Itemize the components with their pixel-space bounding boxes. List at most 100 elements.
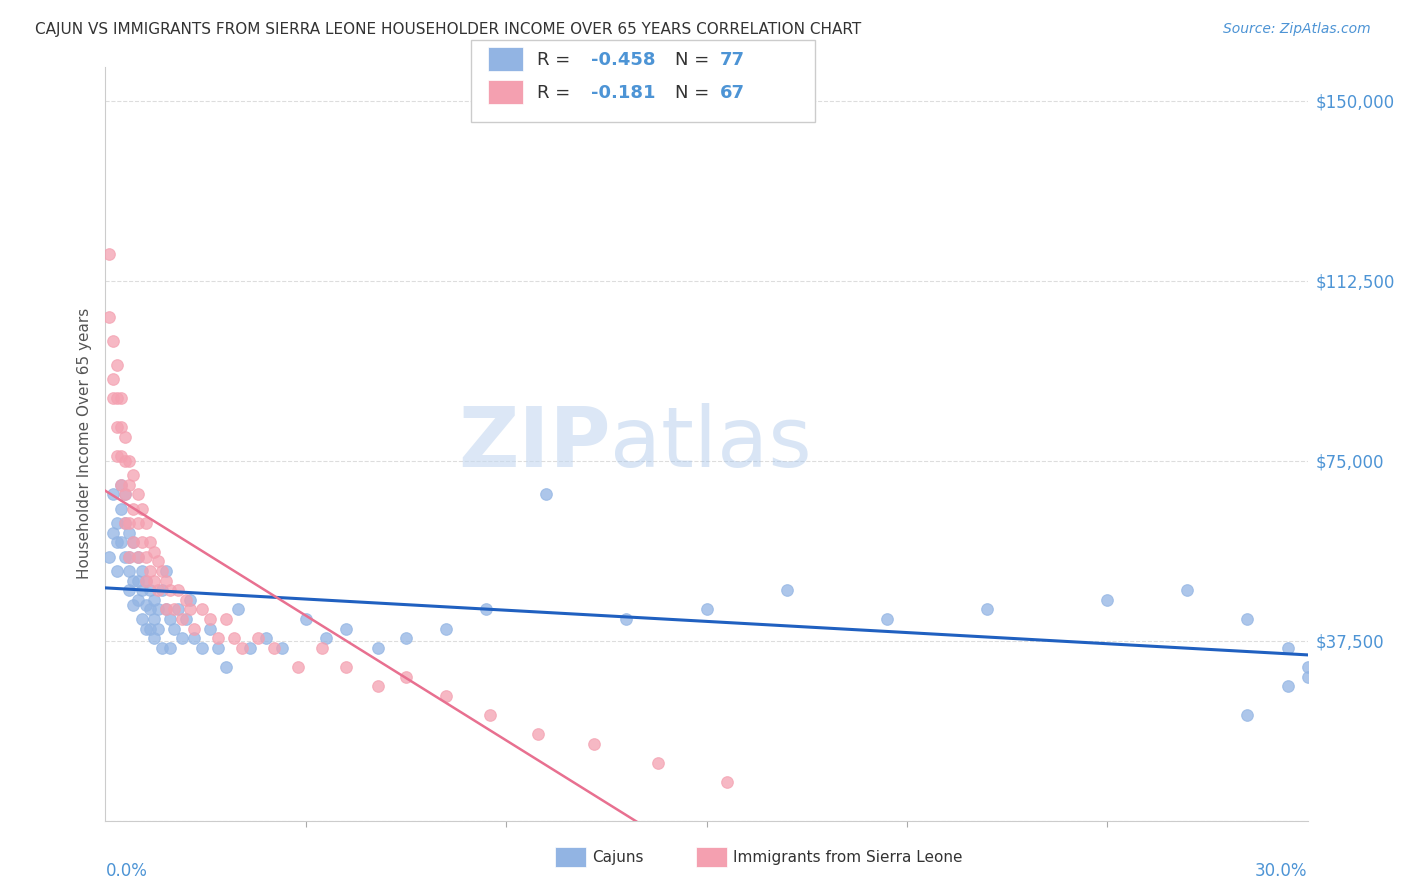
Point	[1277, 640, 1299, 655]
Point	[162, 622, 184, 636]
Point	[135, 622, 157, 636]
Point	[127, 549, 149, 564]
Point	[170, 631, 193, 645]
Text: ZIP: ZIP	[458, 403, 610, 484]
Point	[107, 358, 129, 372]
Point	[395, 670, 418, 684]
Point	[118, 525, 141, 540]
Point	[239, 640, 262, 655]
Point	[103, 334, 125, 348]
Point	[226, 602, 249, 616]
Point	[107, 391, 129, 405]
Point	[183, 622, 205, 636]
Point	[122, 574, 145, 588]
Text: 0.0%: 0.0%	[105, 862, 148, 880]
Point	[142, 574, 165, 588]
Point	[127, 574, 149, 588]
Point	[110, 420, 132, 434]
Point	[135, 549, 157, 564]
Point	[103, 487, 125, 501]
Point	[207, 631, 229, 645]
Point	[976, 602, 998, 616]
Point	[110, 449, 132, 463]
Point	[118, 549, 141, 564]
Point	[114, 453, 136, 467]
Text: -0.181: -0.181	[591, 84, 655, 102]
Point	[263, 640, 285, 655]
Text: N =: N =	[675, 51, 714, 69]
Point	[159, 640, 181, 655]
Point	[534, 487, 557, 501]
Point	[696, 602, 718, 616]
Point	[107, 535, 129, 549]
Point	[527, 727, 550, 741]
Point	[135, 574, 157, 588]
Point	[110, 477, 132, 491]
Point	[98, 310, 121, 324]
Point	[183, 631, 205, 645]
Point	[475, 602, 498, 616]
Point	[127, 549, 149, 564]
Text: 77: 77	[720, 51, 745, 69]
Point	[179, 602, 201, 616]
Point	[1296, 660, 1319, 674]
Point	[434, 689, 457, 703]
Point	[174, 592, 197, 607]
Point	[146, 583, 169, 598]
Point	[110, 391, 132, 405]
Point	[131, 583, 153, 598]
Point	[131, 564, 153, 578]
Point	[198, 612, 221, 626]
Point	[246, 631, 269, 645]
Point	[114, 516, 136, 530]
Point	[367, 679, 389, 693]
Point	[1177, 583, 1199, 598]
Point	[647, 756, 669, 770]
Point	[155, 602, 177, 616]
Point	[118, 564, 141, 578]
Point	[335, 622, 357, 636]
Point	[107, 564, 129, 578]
Point	[214, 612, 236, 626]
Point	[315, 631, 337, 645]
Point	[214, 660, 236, 674]
Point	[1296, 670, 1319, 684]
Point	[110, 535, 132, 549]
Point	[138, 602, 160, 616]
Point	[155, 564, 177, 578]
Point	[287, 660, 309, 674]
Point	[131, 535, 153, 549]
Point	[162, 602, 184, 616]
Point	[138, 622, 160, 636]
Text: N =: N =	[675, 84, 714, 102]
Point	[118, 549, 141, 564]
Point	[114, 487, 136, 501]
Point	[127, 516, 149, 530]
Point	[166, 583, 188, 598]
Point	[110, 501, 132, 516]
Point	[198, 622, 221, 636]
Point	[122, 535, 145, 549]
Point	[716, 775, 738, 789]
Point	[122, 501, 145, 516]
Point	[295, 612, 318, 626]
Point	[155, 574, 177, 588]
Point	[131, 501, 153, 516]
Point	[142, 592, 165, 607]
Point	[103, 525, 125, 540]
Point	[1277, 679, 1299, 693]
Point	[1236, 612, 1258, 626]
Point	[127, 592, 149, 607]
Point	[142, 631, 165, 645]
Point	[107, 420, 129, 434]
Point	[135, 598, 157, 612]
Point	[207, 640, 229, 655]
Point	[118, 583, 141, 598]
Point	[270, 640, 292, 655]
Point	[118, 453, 141, 467]
Y-axis label: Householder Income Over 65 years: Householder Income Over 65 years	[76, 308, 91, 580]
Text: R =: R =	[537, 51, 576, 69]
Point	[1097, 592, 1119, 607]
Point	[479, 708, 502, 723]
Point	[174, 612, 197, 626]
